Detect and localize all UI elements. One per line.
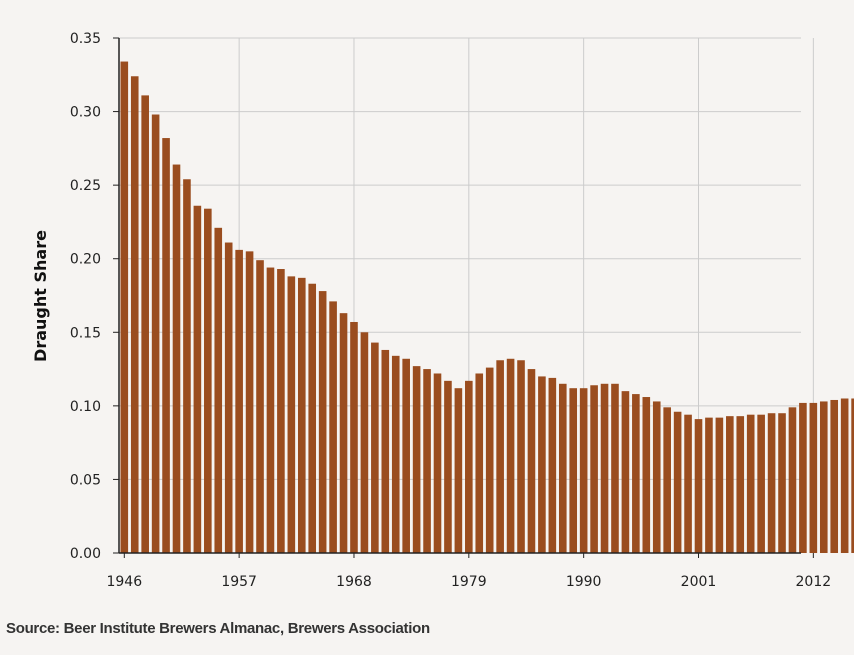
source-note: Source: Beer Institute Brewers Almanac, … (6, 620, 430, 637)
y-tick-label: 0.35 (70, 31, 101, 47)
bar-1977 (444, 380, 452, 553)
bar-2007 (757, 414, 765, 553)
bar-2010 (788, 407, 797, 553)
bar-1979 (465, 380, 473, 553)
bar-1972 (391, 355, 400, 553)
y-tick-label: 0.05 (70, 472, 101, 488)
bar-2004 (726, 416, 734, 553)
bar-1960 (266, 267, 275, 553)
x-tick-label: 1946 (106, 574, 142, 590)
x-tick-label: 1968 (336, 574, 372, 590)
bar-1989 (569, 388, 578, 553)
bar-2001 (694, 419, 703, 553)
bar-1978 (454, 388, 463, 553)
bar-1955 (214, 227, 223, 554)
x-tick-label: 1979 (451, 574, 487, 590)
x-tick-label: 2012 (796, 574, 832, 590)
bar-1964 (308, 283, 317, 553)
bar-2005 (736, 416, 745, 553)
bar-1992 (600, 383, 609, 553)
bar-1998 (663, 407, 671, 553)
bar-1961 (277, 269, 285, 553)
bar-1996 (642, 397, 651, 553)
bar-2015 (840, 398, 849, 553)
bar-1967 (339, 313, 348, 553)
axes (113, 37, 814, 558)
bar-1975 (423, 369, 431, 553)
bar-1965 (318, 291, 327, 553)
bar-1997 (652, 401, 661, 553)
bar-1980 (475, 373, 484, 553)
bar-1973 (402, 358, 410, 553)
bar-2016 (851, 398, 854, 553)
bar-1953 (193, 205, 202, 553)
bar-1981 (485, 367, 494, 553)
bar-2014 (830, 399, 839, 553)
bar-1988 (558, 383, 567, 553)
bar-2006 (746, 414, 755, 553)
bar-1958 (245, 251, 254, 553)
x-tick-label: 1990 (566, 574, 602, 590)
bar-1971 (381, 349, 390, 553)
bar-1969 (360, 332, 369, 553)
x-tick-label: 1957 (221, 574, 257, 590)
bar-1947 (130, 76, 139, 553)
y-tick-label: 0.30 (70, 105, 101, 121)
bar-1951 (172, 164, 181, 554)
y-tick-label: 0.15 (70, 325, 101, 341)
y-axis-label: Draught Share (31, 230, 50, 362)
bar-1949 (151, 114, 160, 553)
bar-1985 (527, 369, 536, 553)
bar-1962 (287, 276, 296, 553)
y-tick-labels: 0.00 0.05 0.10 0.15 0.20 0.25 0.30 0.35 (70, 31, 101, 562)
bar-1995 (632, 394, 640, 553)
bar-2002 (705, 417, 713, 553)
bar-2008 (767, 413, 776, 553)
bar-2012 (809, 402, 818, 553)
bar-1984 (517, 360, 525, 553)
bar-1950 (162, 138, 170, 554)
bar-1974 (412, 366, 421, 553)
y-tick-label: 0.00 (70, 546, 101, 562)
bar-1986 (538, 376, 546, 553)
bar-1982 (496, 360, 504, 553)
bar-1952 (183, 179, 191, 553)
bar-1993 (611, 383, 619, 553)
bar-2013 (819, 401, 828, 553)
bar-1959 (256, 260, 264, 553)
bar-1987 (548, 377, 557, 553)
bar-2003 (715, 417, 724, 553)
y-tick-label: 0.20 (70, 252, 101, 268)
bar-1954 (204, 208, 212, 553)
bar-2011 (799, 402, 807, 553)
bar-1976 (433, 373, 442, 553)
bar-2000 (684, 414, 692, 553)
bar-1994 (621, 391, 630, 553)
bar-1999 (673, 411, 682, 553)
bar-1968 (350, 321, 358, 553)
x-tick-labels: 1946 1957 1968 1979 1990 2001 2012 (106, 574, 831, 590)
bars (120, 61, 854, 554)
y-tick-label: 0.25 (70, 178, 101, 194)
bar-1966 (329, 301, 337, 553)
y-tick-label: 0.10 (70, 399, 101, 415)
bar-1963 (297, 277, 306, 553)
bar-1990 (579, 388, 588, 553)
bar-1948 (141, 95, 149, 553)
bar-1970 (371, 342, 379, 553)
x-tick-label: 2001 (681, 574, 717, 590)
bar-1946 (120, 61, 129, 554)
bar-1957 (235, 249, 243, 553)
bar-1956 (224, 242, 233, 553)
bar-chart: 0.00 0.05 0.10 0.15 0.20 0.25 0.30 0.35 1946 195… (31, 31, 854, 590)
bar-1983 (506, 358, 515, 553)
bar-1991 (590, 385, 598, 553)
bar-2009 (778, 413, 786, 553)
